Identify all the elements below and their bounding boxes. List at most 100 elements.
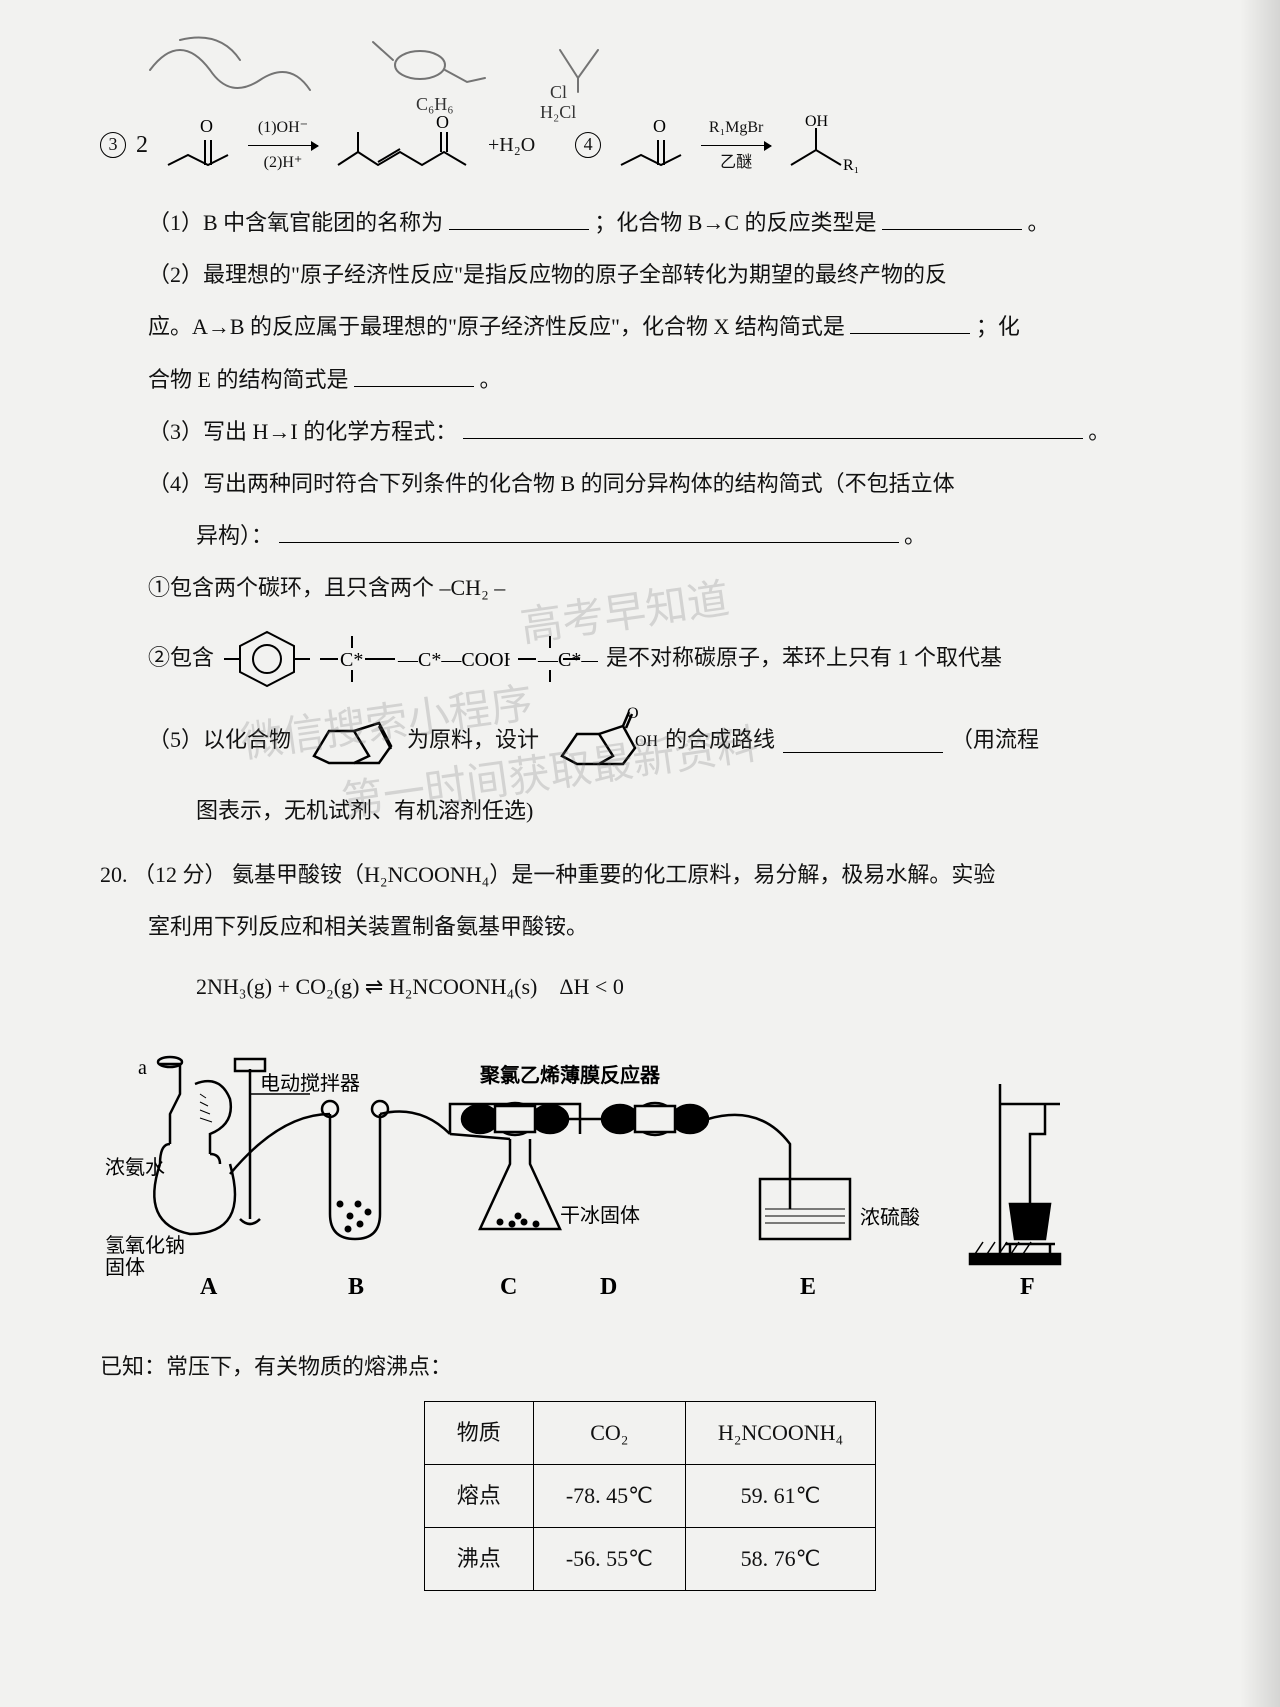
table-row: 沸点 -56. 55℃ 58. 76℃ [424,1528,875,1591]
page-content: 3 2 O (1)OH⁻ (2)H⁺ O +H₂O 4 [100,110,1200,1591]
q3-pre: （3）写出 H→I 的化学方程式： [148,419,457,444]
th-0: 物质 [424,1401,533,1464]
r0c2: 59. 61℃ [685,1464,875,1527]
q5-line: （5）以化合物 为原料，设计 O OH 的合成路线 （用流程 [100,706,1200,776]
letter-A: A [200,1274,218,1300]
page-edge-shadow [1240,0,1280,1707]
q2-l3b: 。 [479,367,501,392]
q2-l3a: 合物 E 的结构简式是 [148,367,348,392]
q20-eqn: 2NH₃(g) + CO₂(g) ⇌ H₂NCOONH₄(s) ΔH < 0 [100,964,1200,1010]
label-naoh-1: 氢氧化钠 [105,1234,185,1257]
label-ammonia: 浓氨水 [105,1156,165,1179]
q5-pre: （5）以化合物 [148,717,291,763]
oh-label: OH [805,113,829,130]
th-1: CO₂ [533,1401,685,1464]
q20-l1: 20. （12 分） 氨基甲酸铵（H₂NCOONH₄）是一种重要的化工原料，易分… [100,852,1200,898]
circled-3: 3 [100,132,126,158]
letter-E: E [800,1274,816,1300]
benzene-icon [222,624,312,694]
label-a: a [138,1057,147,1079]
q4-l2: 异构）： 。 [100,513,1200,559]
hand-anno-2: H₂Cl [540,102,576,123]
q2-blank2[interactable] [354,362,474,386]
reaction-scheme-row: 3 2 O (1)OH⁻ (2)H⁺ O +H₂O 4 [100,110,1200,180]
apparatus-diagram: a [100,1044,1120,1304]
svg-text:O: O [627,706,639,722]
q20-l2: 室利用下列反应和相关装置制备氨基甲酸铵。 [100,904,1200,950]
plus-h2o: +H₂O [488,124,535,166]
acetone-structure: O [158,110,238,180]
arrow-3: (1)OH⁻ (2)H⁺ [248,111,318,179]
table-row: 熔点 -78. 45℃ 59. 61℃ [424,1464,875,1527]
q4-i2a: ②包含 [148,635,214,681]
q20-score: （12 分） [133,862,227,887]
bicyclic-reagent [299,711,399,771]
bp-table: 物质 CO₂ H₂NCOONH₄ 熔点 -78. 45℃ 59. 61℃ 沸点 … [424,1401,876,1592]
q20-num: 20. [100,862,128,887]
cond-bot-3: (2)H⁺ [264,146,303,180]
q2-l2: 应。A→B 的反应属于最理想的"原子经济性反应"，化合物 X 结构简式是 ；化 [100,304,1200,350]
q1-blank2[interactable] [882,206,1022,230]
coef-2: 2 [136,120,148,170]
letter-D: D [600,1274,617,1300]
q5-blank[interactable] [783,728,943,752]
letter-F: F [1020,1274,1035,1300]
q1-mid: ；化合物 B→C 的反应类型是 [594,210,876,235]
q2-l2b: ；化 [976,314,1020,339]
q5-mid: 为原料，设计 [407,717,539,763]
q4-i2-line: ②包含 C* —C*—COOH， [100,624,1200,694]
q1-line: （1）B 中含氧官能团的名称为 ；化合物 B→C 的反应类型是 。 [100,200,1200,246]
label-dryice: 干冰固体 [560,1204,640,1227]
q3-line: （3）写出 H→I 的化学方程式： 。 [100,409,1200,455]
label-h2so4: 浓硫酸 [860,1206,920,1229]
q2-l1: （2）最理想的"原子经济性反应"是指反应物的原子全部转化为期望的最终产物的反 [100,252,1200,298]
hand-anno-3: Cl [550,82,567,103]
q3-end: 。 [1088,419,1110,444]
q4-i1: ①包含两个碳环，且只含两个 –CH₂ – [100,565,1200,611]
q5-l2: 图表示，无机试剂、有机溶剂任选) [100,788,1200,834]
bicyclic-acid-target: O OH [547,706,657,776]
arrow-4: R₁MgBr 乙醚 [701,111,771,179]
cond-bot-4: 乙醚 [720,146,752,180]
alcohol-product: OH R₁ [781,110,881,180]
q4-l2b: 。 [904,523,926,548]
th-2: H₂NCOONH₄ [685,1401,875,1464]
q1-pre: （1）B 中含氧官能团的名称为 [148,210,443,235]
q4-l2a: 异构）： [196,523,273,548]
q4-blank[interactable] [279,519,899,543]
label-stirrer: 电动搅拌器 [260,1072,360,1095]
q3-blank[interactable] [463,415,1083,439]
label-naoh-2: 固体 [105,1256,145,1279]
hand-anno-1: C₆H₆ [416,94,454,115]
letter-C: C [500,1274,517,1300]
q2-l2a: 应。A→B 的反应属于最理想的"原子经济性反应"，化合物 X 结构简式是 [148,314,845,339]
q1-blank1[interactable] [449,206,589,230]
q1-end: 。 [1028,210,1050,235]
letter-B: B [348,1274,364,1300]
r1-label: R₁ [843,157,859,174]
r1c2: 58. 76℃ [685,1528,875,1591]
r1c1: -56. 55℃ [533,1528,685,1591]
q20-l1a: 氨基甲酸铵（H₂NCOONH₄）是一种重要的化工原料，易分解，极易水解。实验 [232,862,995,887]
svg-text:OH: OH [635,733,657,750]
enone-structure: O [328,110,478,180]
q4-l1: （4）写出两种同时符合下列条件的化合物 B 的同分异构体的结构简式（不包括立体 [100,461,1200,507]
r0c0: 熔点 [424,1464,533,1527]
q4-i2b: 是不对称碳原子，苯环上只有 1 个取代基 [606,635,1002,681]
ketone-4-structure: O [611,110,691,180]
r1c0: 沸点 [424,1528,533,1591]
c-star-cooh: C* —C*—COOH， [320,624,510,694]
q2-blank1[interactable] [850,310,970,334]
label-reactor: 聚氯乙烯薄膜反应器 [479,1063,661,1087]
c-star-generic: —C*— [518,624,598,694]
q2-l3: 合物 E 的结构简式是 。 [100,357,1200,403]
known-line: 已知：常压下，有关物质的熔沸点： [100,1344,1200,1390]
table-header-row: 物质 CO₂ H₂NCOONH₄ [424,1401,875,1464]
q5-tail: （用流程 [951,717,1039,763]
r0c1: -78. 45℃ [533,1464,685,1527]
q5-post: 的合成路线 [665,717,775,763]
c-star-text: —C*— [537,649,598,671]
cooh-text: —C*—COOH， [397,649,510,671]
circled-4: 4 [575,132,601,158]
svg-text:C*: C* [340,649,363,671]
